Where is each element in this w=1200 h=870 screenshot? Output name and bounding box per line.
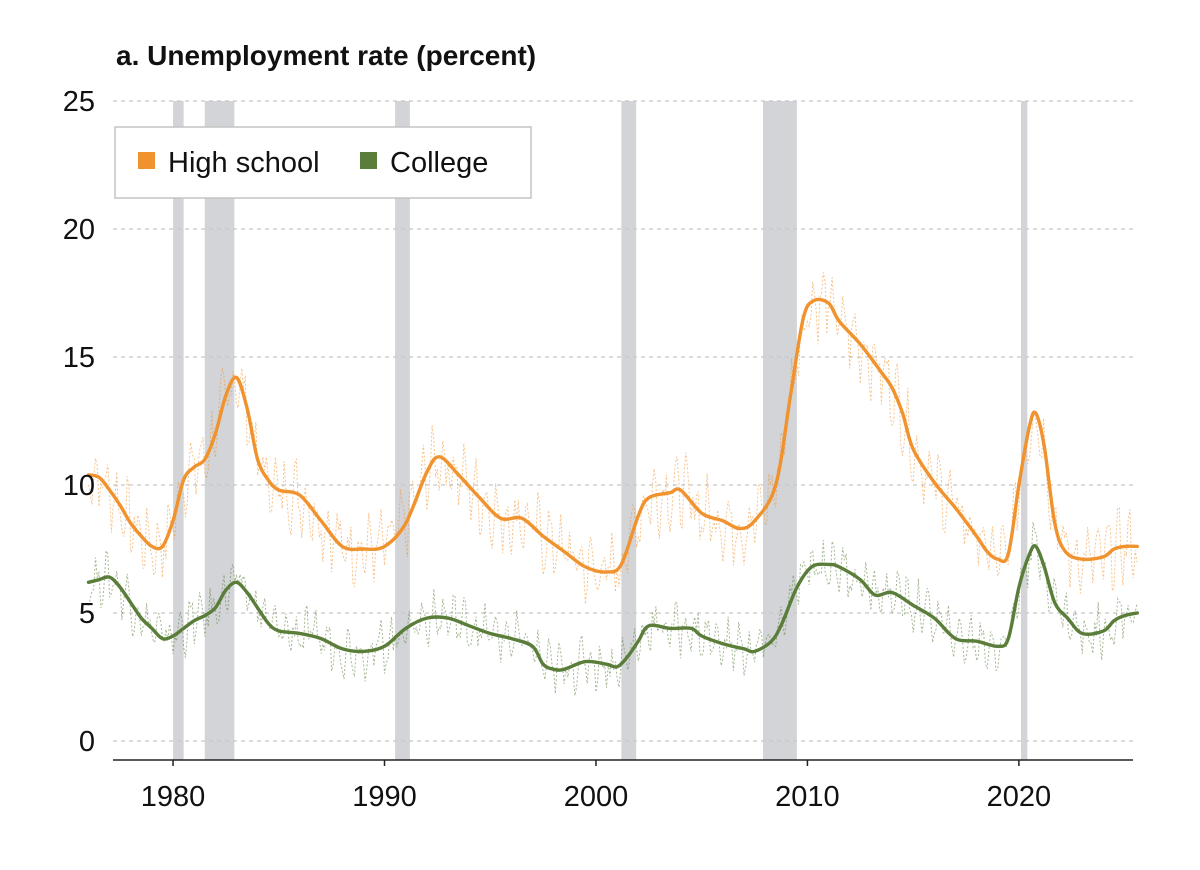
x-tick-layer: 1980 1990 2000 2010 2020 (141, 760, 1051, 813)
y-tick-label-20: 20 (63, 214, 95, 246)
raw-monthly-series-layer (88, 272, 1138, 696)
y-tick-label-15: 15 (63, 342, 95, 374)
recession-band-3 (395, 101, 410, 760)
legend-label-college: College (390, 147, 488, 179)
y-tick-label-10: 10 (63, 470, 95, 502)
raw-line-high-school (88, 272, 1138, 605)
x-tick-label-1990: 1990 (352, 781, 417, 813)
raw-line-college (88, 522, 1138, 696)
series-line-college (86, 544, 1139, 672)
recession-band-5 (763, 101, 797, 760)
recession-band-4 (621, 101, 637, 760)
legend-swatch-high-school (138, 152, 155, 169)
chart-title: a. Unemployment rate (percent) (116, 40, 537, 71)
recession-band-6 (1021, 101, 1028, 760)
recession-band-1 (173, 101, 184, 760)
series-layer (86, 297, 1139, 672)
legend-swatch-college (360, 152, 377, 169)
y-tick-label-25: 25 (63, 86, 95, 118)
x-tick-label-2010: 2010 (775, 781, 840, 813)
y-tick-label-5: 5 (79, 598, 95, 630)
x-tick-label-2000: 2000 (564, 781, 629, 813)
series-line-high-school (86, 297, 1139, 574)
legend-box (114, 126, 532, 199)
x-tick-label-2020: 2020 (987, 781, 1052, 813)
gridlines-layer (113, 100, 1133, 742)
y-tick-layer: 0 5 10 15 20 25 (63, 86, 95, 758)
legend: High school College (114, 126, 532, 199)
y-tick-label-0: 0 (79, 726, 95, 758)
x-tick-label-1980: 1980 (141, 781, 206, 813)
legend-label-high-school: High school (168, 147, 320, 179)
recession-shading-layer (173, 101, 1028, 760)
recession-band-2 (204, 101, 235, 760)
